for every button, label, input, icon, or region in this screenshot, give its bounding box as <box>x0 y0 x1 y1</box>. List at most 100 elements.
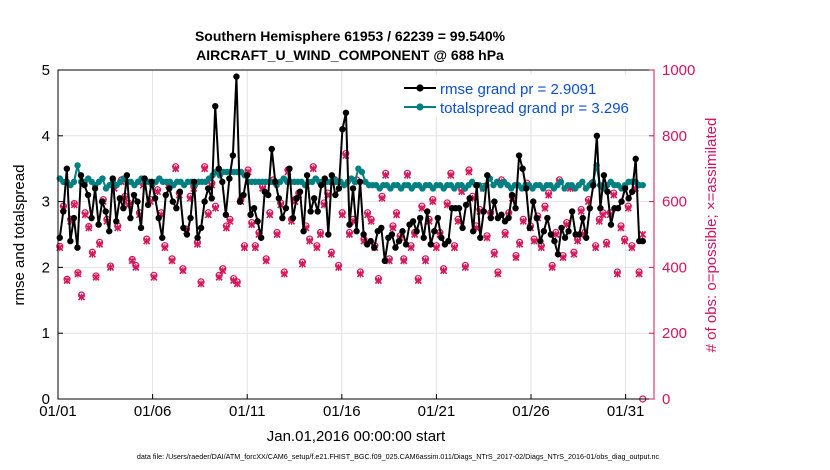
spread-point <box>99 175 106 182</box>
obs-assimilated-marker <box>592 244 600 252</box>
spread-point <box>70 178 78 186</box>
obs-assimilated-marker <box>440 267 448 275</box>
rmse-point <box>575 231 583 238</box>
obs-assimilated-marker <box>335 263 343 271</box>
y-axis-left-label: rmse and totalspread <box>11 165 28 306</box>
obs-assimilated-marker <box>421 257 430 265</box>
obs-assimilated-marker <box>501 230 509 239</box>
obs-assimilated-marker <box>414 276 422 285</box>
y-left-tick-label: 3 <box>42 194 50 211</box>
obs-assimilated-marker <box>106 263 115 271</box>
obs-assimilated-marker <box>418 204 426 212</box>
obs-assimilated-marker <box>262 257 270 265</box>
rmse-point <box>540 228 548 235</box>
obs-assimilated-marker <box>306 237 314 245</box>
rmse-point <box>289 214 297 222</box>
rmse-point <box>74 244 81 251</box>
rmse-point <box>427 241 434 248</box>
spread-point <box>639 181 646 189</box>
rmse-point <box>519 165 526 172</box>
rmse-point <box>222 211 230 218</box>
legend-spread-marker <box>416 103 424 111</box>
obs-assimilated-marker <box>400 257 408 265</box>
obs-assimilated-marker <box>204 211 212 219</box>
obs-assimilated-marker <box>327 250 335 258</box>
x-axis-ticks: 01/01 01/06 01/11 01/16 01/21 01/26 01/31 <box>39 394 644 420</box>
rmse-point <box>487 214 495 222</box>
rmse-point <box>332 191 339 199</box>
rmse-point <box>431 228 438 235</box>
obs-assimilated-marker <box>617 224 625 232</box>
obs-assimilated-marker <box>530 237 538 245</box>
obs-assimilated-marker <box>545 191 553 199</box>
rmse-point <box>568 208 576 215</box>
y-left-tick-label: 0 <box>42 391 50 408</box>
rmse-point <box>484 172 491 179</box>
obs-assimilated-marker <box>233 280 241 288</box>
rmse-point <box>381 257 389 265</box>
obs-assimilated-marker <box>77 293 86 301</box>
obs-assimilated-marker <box>81 211 89 219</box>
rmse-point <box>226 175 233 182</box>
spread-point <box>358 168 366 176</box>
obs-assimilated-marker <box>559 253 567 262</box>
y-left-tick-label: 5 <box>42 62 50 79</box>
rmse-point <box>554 251 562 258</box>
rmse-point <box>420 234 427 241</box>
rmse-point <box>353 228 360 235</box>
rmse-point <box>123 172 131 179</box>
obs-assimilated-marker <box>179 267 187 275</box>
x-tick-label: 01/16 <box>323 403 361 420</box>
legend-rmse-marker <box>416 84 424 92</box>
obs-assimilated-marker <box>338 211 346 219</box>
rmse-point <box>233 73 240 80</box>
obs-assimilated-marker <box>226 217 234 225</box>
rmse-point <box>409 218 417 225</box>
x-axis-label: Jan.01,2016 00:00:00 start <box>267 428 446 445</box>
rmse-point <box>303 172 311 179</box>
spread-point <box>74 162 81 169</box>
rmse-point <box>113 218 120 225</box>
rmse-point <box>335 185 343 192</box>
rmse-series <box>56 73 646 265</box>
spread-point <box>579 178 586 186</box>
y-right-tick-label: 400 <box>662 259 687 276</box>
x-tick-label: 01/26 <box>512 403 550 420</box>
rmse-point <box>81 181 88 189</box>
y-right-tick-label: 600 <box>662 194 687 211</box>
rmse-point <box>618 198 625 205</box>
rmse-point <box>346 221 353 228</box>
obs-assimilated-marker <box>114 224 122 232</box>
rmse-point <box>551 237 558 245</box>
rmse-point <box>275 195 283 202</box>
obs-assimilated-marker <box>201 165 209 173</box>
rmse-point <box>219 178 226 186</box>
rmse-point <box>367 237 374 245</box>
rmse-point <box>120 204 127 212</box>
rmse-point <box>247 211 254 218</box>
rmse-point <box>296 188 304 195</box>
x-tick-label: 01/11 <box>229 403 265 420</box>
y-left-tick-label: 1 <box>42 325 50 342</box>
rmse-point <box>533 214 540 222</box>
obs-assimilated-marker <box>367 217 375 225</box>
rmse-point <box>445 237 452 245</box>
obs-assimilated-marker <box>70 201 78 209</box>
rmse-point <box>505 214 512 222</box>
rmse-point <box>537 237 544 245</box>
rmse-point <box>272 178 279 186</box>
obs-assimilated-marker <box>251 244 259 252</box>
rmse-point <box>236 198 244 205</box>
obs-assimilated-marker <box>429 198 437 206</box>
rmse-point <box>590 181 597 189</box>
rmse-point <box>339 126 346 133</box>
obs-assimilated-marker <box>197 280 205 288</box>
obs-assimilated-marker <box>128 257 136 265</box>
obs-assimilated-marker <box>356 270 364 278</box>
obs-assimilated-marker <box>172 165 180 173</box>
obs-assimilated-marker <box>639 230 647 239</box>
rmse-point <box>628 188 636 195</box>
rmse-point <box>459 224 466 232</box>
data-file-footer: data file: /Users/raeder/DAI/ATM_forcXX/… <box>137 452 660 461</box>
obs-assimilated-marker <box>519 217 527 225</box>
